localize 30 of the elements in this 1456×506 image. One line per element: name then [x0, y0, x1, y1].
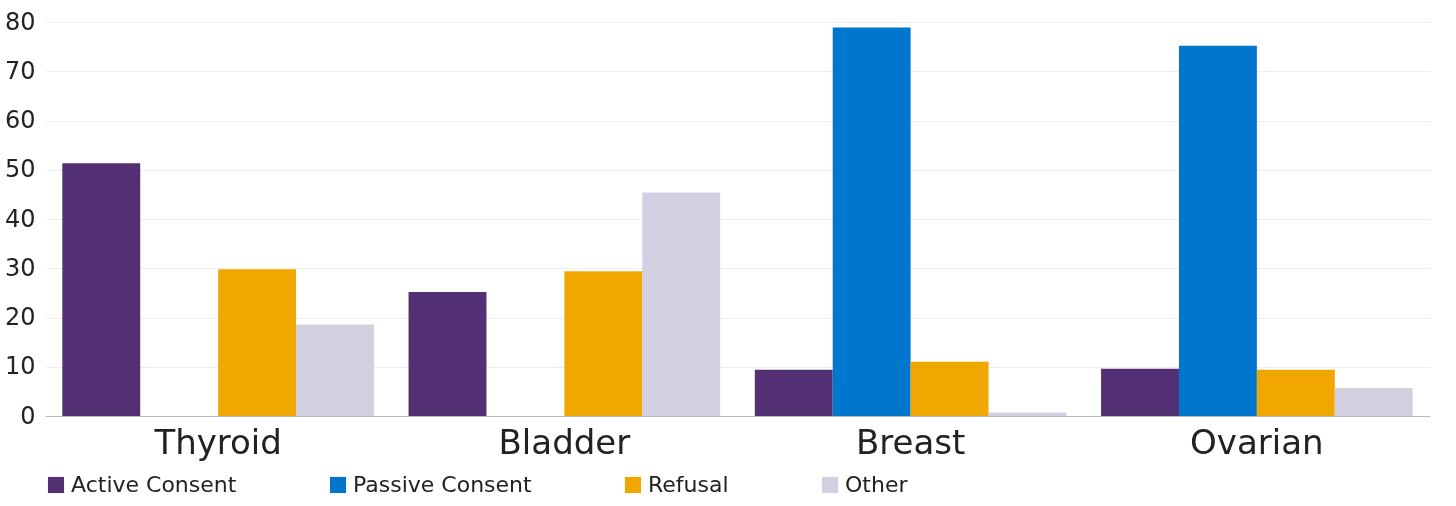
bar — [564, 271, 643, 416]
y-tick-label: 0 — [20, 401, 36, 430]
bar — [1101, 368, 1179, 416]
y-tick-label: 70 — [4, 56, 36, 85]
bar — [754, 369, 833, 416]
bar — [642, 192, 721, 416]
y-tick-label: 10 — [4, 352, 36, 381]
legend-label: Other — [845, 472, 909, 497]
y-tick-label: 60 — [4, 106, 36, 134]
bar — [1178, 45, 1257, 416]
x-tick-label: Breast — [855, 421, 966, 462]
y-tick-label: 30 — [4, 253, 36, 282]
legend-label: Refusal — [648, 472, 729, 497]
bar — [296, 324, 374, 416]
bar — [218, 269, 297, 416]
y-tick-label: 80 — [4, 7, 36, 36]
legend-label: Active Consent — [71, 472, 237, 497]
x-tick-label: Ovarian — [1190, 421, 1324, 462]
bar — [910, 361, 989, 416]
legend-label: Passive Consent — [353, 472, 533, 497]
bar — [1256, 369, 1335, 416]
y-tick-label: 20 — [4, 303, 36, 331]
x-tick-label: Thyroid — [153, 421, 282, 462]
y-tick-label: 40 — [4, 204, 36, 233]
bar — [62, 163, 141, 416]
bar — [1334, 387, 1413, 416]
bar — [832, 27, 911, 416]
y-tick-label: 50 — [4, 155, 36, 184]
bar — [408, 291, 487, 416]
x-tick-label: Bladder — [498, 421, 631, 462]
